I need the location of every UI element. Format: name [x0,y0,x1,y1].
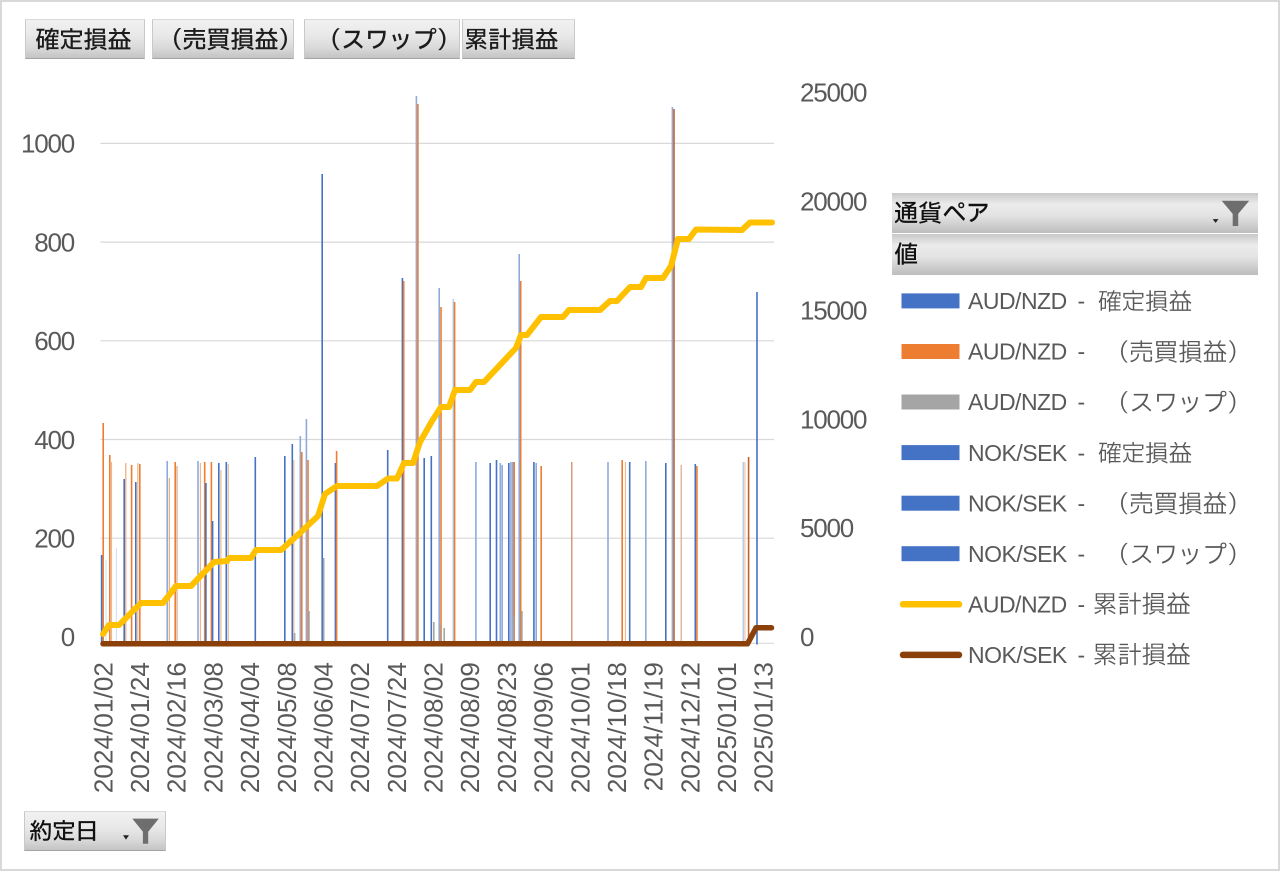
svg-text:15000: 15000 [800,295,867,325]
svg-text:2024/11/19: 2024/11/19 [639,662,669,791]
svg-text:-: - [1078,288,1085,314]
svg-text:2024/06/04: 2024/06/04 [308,662,338,793]
svg-text:-: - [1078,592,1085,618]
svg-text:2025/01/13: 2025/01/13 [749,662,779,793]
svg-text:-: - [1078,490,1085,516]
svg-text:10000: 10000 [800,404,867,434]
svg-text:2024/01/24: 2024/01/24 [125,662,155,793]
svg-text:NOK/SEK: NOK/SEK [968,440,1068,466]
svg-text:2024/07/24: 2024/07/24 [382,662,412,793]
svg-text:AUD/NZD: AUD/NZD [968,389,1067,415]
svg-text:AUD/NZD: AUD/NZD [968,288,1067,314]
svg-text:600: 600 [34,326,75,356]
svg-text:2024/08/02: 2024/08/02 [419,662,449,793]
svg-text:2024/01/02: 2024/01/02 [88,662,118,793]
svg-text:2024/12/12: 2024/12/12 [675,662,705,793]
svg-text:2024/08/23: 2024/08/23 [492,662,522,793]
svg-text:2024/10/01: 2024/10/01 [565,662,595,793]
svg-text:-: - [1078,339,1085,365]
svg-text:AUD/NZD: AUD/NZD [968,339,1067,365]
svg-text:2024/10/18: 2024/10/18 [602,662,632,793]
svg-text:1000: 1000 [21,129,75,159]
svg-text:400: 400 [34,425,75,455]
svg-text:AUD/NZD: AUD/NZD [968,592,1067,618]
svg-text:NOK/SEK: NOK/SEK [968,490,1068,516]
svg-text:800: 800 [34,227,75,257]
svg-text:NOK/SEK: NOK/SEK [968,642,1068,668]
svg-text:2024/07/02: 2024/07/02 [345,662,375,793]
svg-text:25000: 25000 [800,77,867,107]
svg-text:2024/05/08: 2024/05/08 [272,662,302,793]
svg-text:-: - [1078,642,1085,668]
svg-text:200: 200 [34,524,75,554]
svg-text:2024/03/08: 2024/03/08 [198,662,228,793]
svg-text:NOK/SEK: NOK/SEK [968,541,1068,567]
svg-text:0: 0 [61,622,75,652]
svg-text:2024/08/09: 2024/08/09 [455,662,485,793]
svg-text:-: - [1078,440,1085,466]
svg-text:-: - [1078,389,1085,415]
svg-text:0: 0 [800,622,814,652]
svg-text:20000: 20000 [800,186,867,216]
svg-text:2025/01/01: 2025/01/01 [712,662,742,793]
svg-text:-: - [1078,541,1085,567]
svg-text:2024/02/16: 2024/02/16 [162,662,192,793]
svg-text:2024/09/06: 2024/09/06 [529,662,559,793]
svg-text:2024/04/04: 2024/04/04 [235,662,265,793]
svg-text:5000: 5000 [800,513,854,543]
